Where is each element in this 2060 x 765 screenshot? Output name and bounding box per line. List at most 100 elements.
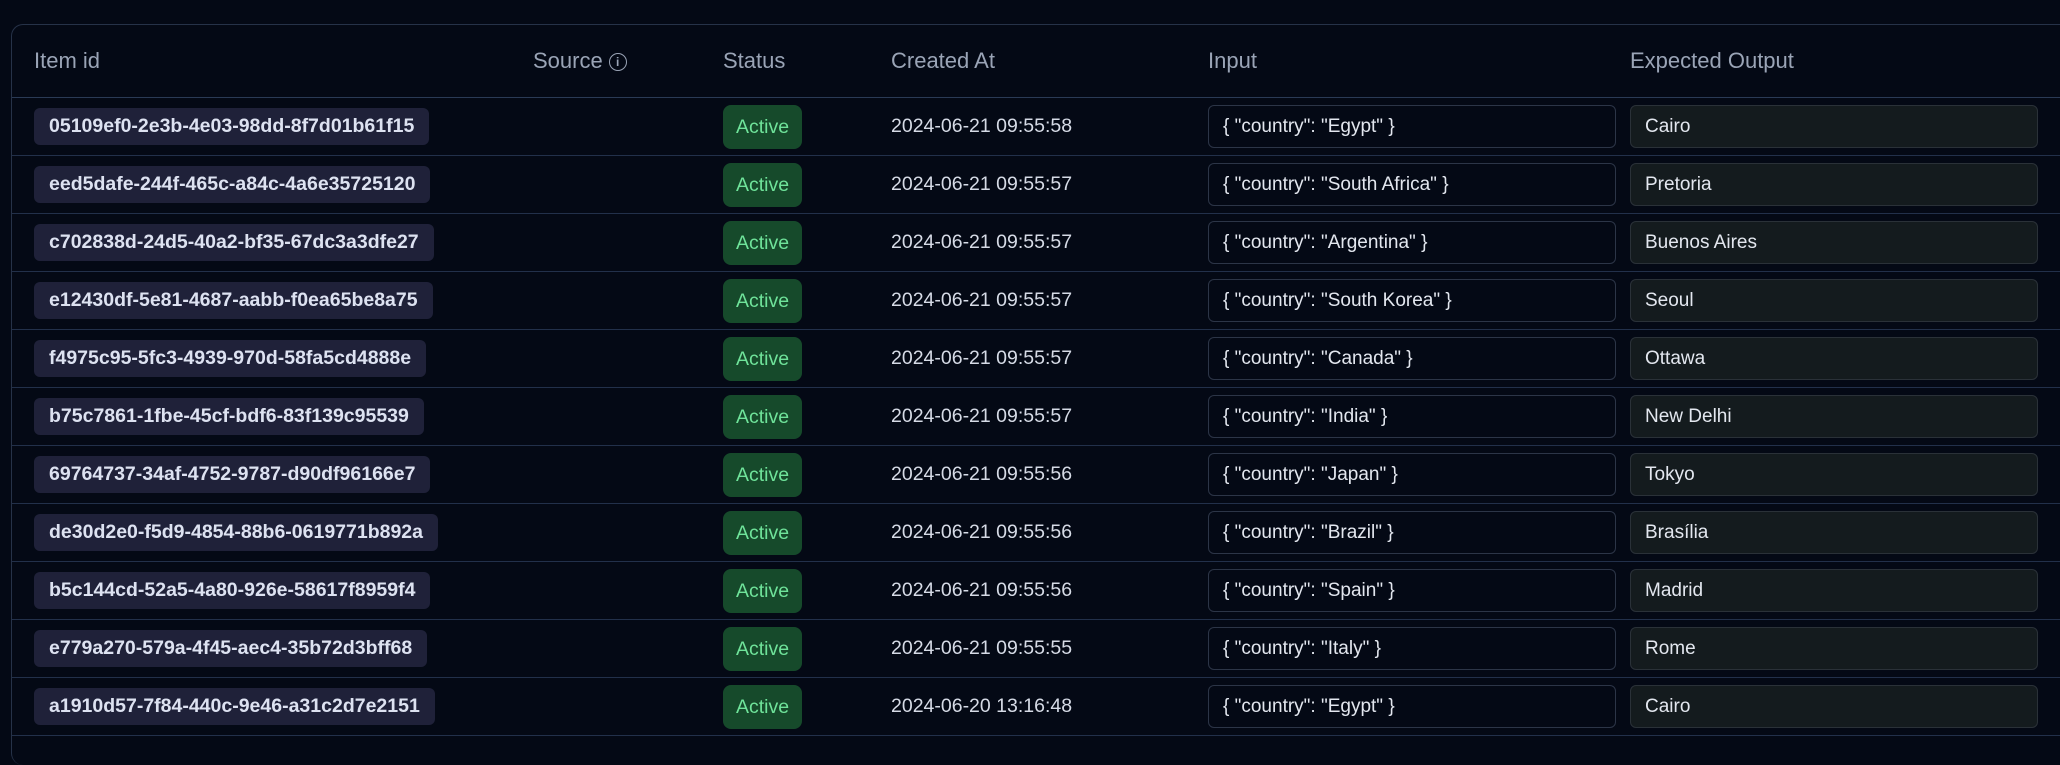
input-cell: { "country": "Canada" } [1208,329,1630,388]
status-cell: Active [723,213,891,272]
column-header-item-id[interactable]: Item id [12,25,533,98]
created-at-cell: 2024-06-21 09:55:55 [891,619,1208,678]
status-badge: Active [723,336,803,381]
input-field[interactable]: { "country": "Argentina" } [1208,221,1616,264]
table-row[interactable]: 05109ef0-2e3b-4e03-98dd-8f7d01b61f15 Acti… [12,97,2060,156]
expected-output-field[interactable]: Seoul [1630,279,2038,322]
item-id-cell: b75c7861-1fbe-45cf-bdf6-83f139c95539 [12,387,533,446]
input-field[interactable]: { "country": "South Korea" } [1208,279,1616,322]
table-row[interactable]: e12430df-5e81-4687-aabb-f0ea65be8a75 Acti… [12,271,2060,330]
created-at-cell: 2024-06-21 09:55:58 [891,97,1208,156]
table-row[interactable]: e779a270-579a-4f45-aec4-35b72d3bff68 Acti… [12,619,2060,678]
input-field[interactable]: { "country": "Italy" } [1208,627,1616,670]
item-id-chip[interactable]: b5c144cd-52a5-4a80-926e-58617f8959f4 [34,572,431,609]
dataset-items-table: Item id Source i Status Created At Input … [12,25,2060,736]
input-cell: { "country": "Egypt" } [1208,97,1630,156]
status-badge: Active [723,626,803,671]
input-field[interactable]: { "country": "South Africa" } [1208,163,1616,206]
table-row[interactable]: a1910d57-7f84-440c-9e46-a31c2d7e2151 Acti… [12,677,2060,736]
expected-output-field[interactable]: Pretoria [1630,163,2038,206]
item-id-chip[interactable]: f4975c95-5fc3-4939-970d-58fa5cd4888e [34,340,427,377]
source-cell [533,213,723,272]
item-id-chip[interactable]: a1910d57-7f84-440c-9e46-a31c2d7e2151 [34,688,435,725]
item-id-cell: 69764737-34af-4752-9787-d90df96166e7 [12,445,533,504]
source-cell [533,155,723,214]
expected-output-field[interactable]: Madrid [1630,569,2038,612]
created-at-cell: 2024-06-21 09:55:57 [891,155,1208,214]
expected-output-field[interactable]: Cairo [1630,685,2038,728]
created-at-cell: 2024-06-21 09:55:57 [891,329,1208,388]
status-badge: Active [723,510,803,555]
table-row[interactable]: f4975c95-5fc3-4939-970d-58fa5cd4888e Acti… [12,329,2060,388]
table-row[interactable]: 69764737-34af-4752-9787-d90df96166e7 Acti… [12,445,2060,504]
column-header-created-at[interactable]: Created At [891,25,1208,98]
created-at-cell: 2024-06-20 13:16:48 [891,677,1208,736]
item-id-chip[interactable]: 05109ef0-2e3b-4e03-98dd-8f7d01b61f15 [34,108,430,145]
status-badge: Active [723,220,803,265]
item-id-chip[interactable]: 69764737-34af-4752-9787-d90df96166e7 [34,456,431,493]
expected-output-field[interactable]: Brasília [1630,511,2038,554]
created-at-cell: 2024-06-21 09:55:56 [891,503,1208,562]
status-badge: Active [723,452,803,497]
item-id-cell: f4975c95-5fc3-4939-970d-58fa5cd4888e [12,329,533,388]
input-field[interactable]: { "country": "India" } [1208,395,1616,438]
expected-output-cell: New Delhi [1630,387,2060,446]
item-id-chip[interactable]: de30d2e0-f5d9-4854-88b6-0619771b892a [34,514,438,551]
input-field[interactable]: { "country": "Spain" } [1208,569,1616,612]
input-field[interactable]: { "country": "Egypt" } [1208,685,1616,728]
status-cell: Active [723,445,891,504]
item-id-chip[interactable]: c702838d-24d5-40a2-bf35-67dc3a3dfe27 [34,224,434,261]
item-id-chip[interactable]: e779a270-579a-4f45-aec4-35b72d3bff68 [34,630,428,667]
expected-output-cell: Seoul [1630,271,2060,330]
expected-output-field[interactable]: Buenos Aires [1630,221,2038,264]
item-id-chip[interactable]: b75c7861-1fbe-45cf-bdf6-83f139c95539 [34,398,424,435]
info-circle-icon[interactable]: i [608,53,627,71]
status-cell: Active [723,561,891,620]
input-field[interactable]: { "country": "Canada" } [1208,337,1616,380]
item-id-chip[interactable]: e12430df-5e81-4687-aabb-f0ea65be8a75 [34,282,433,319]
item-id-cell: b5c144cd-52a5-4a80-926e-58617f8959f4 [12,561,533,620]
expected-output-cell: Pretoria [1630,155,2060,214]
expected-output-cell: Rome [1630,619,2060,678]
expected-output-cell: Ottawa [1630,329,2060,388]
input-cell: { "country": "Brazil" } [1208,503,1630,562]
created-at-cell: 2024-06-21 09:55:56 [891,445,1208,504]
input-cell: { "country": "Egypt" } [1208,677,1630,736]
input-cell: { "country": "South Africa" } [1208,155,1630,214]
expected-output-field[interactable]: Ottawa [1630,337,2038,380]
input-cell: { "country": "India" } [1208,387,1630,446]
table-row[interactable]: c702838d-24d5-40a2-bf35-67dc3a3dfe27 Acti… [12,213,2060,272]
input-field[interactable]: { "country": "Japan" } [1208,453,1616,496]
item-id-cell: de30d2e0-f5d9-4854-88b6-0619771b892a [12,503,533,562]
column-header-expected-output[interactable]: Expected Output [1630,25,2060,98]
column-header-input[interactable]: Input [1208,25,1630,98]
item-id-cell: e779a270-579a-4f45-aec4-35b72d3bff68 [12,619,533,678]
input-field[interactable]: { "country": "Egypt" } [1208,105,1616,148]
expected-output-field[interactable]: Cairo [1630,105,2038,148]
source-cell [533,619,723,678]
input-field[interactable]: { "country": "Brazil" } [1208,511,1616,554]
status-cell: Active [723,155,891,214]
status-cell: Active [723,387,891,446]
table-row[interactable]: eed5dafe-244f-465c-a84c-4a6e35725120 Acti… [12,155,2060,214]
source-cell [533,387,723,446]
expected-output-field[interactable]: Tokyo [1630,453,2038,496]
source-cell [533,445,723,504]
source-cell [533,329,723,388]
created-at-cell: 2024-06-21 09:55:57 [891,213,1208,272]
item-id-chip[interactable]: eed5dafe-244f-465c-a84c-4a6e35725120 [34,166,431,203]
status-badge: Active [723,684,803,729]
column-header-status[interactable]: Status [723,25,891,98]
table-row[interactable]: b5c144cd-52a5-4a80-926e-58617f8959f4 Acti… [12,561,2060,620]
status-cell: Active [723,329,891,388]
status-cell: Active [723,97,891,156]
column-header-source[interactable]: Source i [533,25,723,98]
status-cell: Active [723,271,891,330]
table-row[interactable]: de30d2e0-f5d9-4854-88b6-0619771b892a Acti… [12,503,2060,562]
expected-output-cell: Cairo [1630,97,2060,156]
table-row[interactable]: b75c7861-1fbe-45cf-bdf6-83f139c95539 Acti… [12,387,2060,446]
source-cell [533,561,723,620]
expected-output-field[interactable]: New Delhi [1630,395,2038,438]
expected-output-cell: Brasília [1630,503,2060,562]
expected-output-field[interactable]: Rome [1630,627,2038,670]
